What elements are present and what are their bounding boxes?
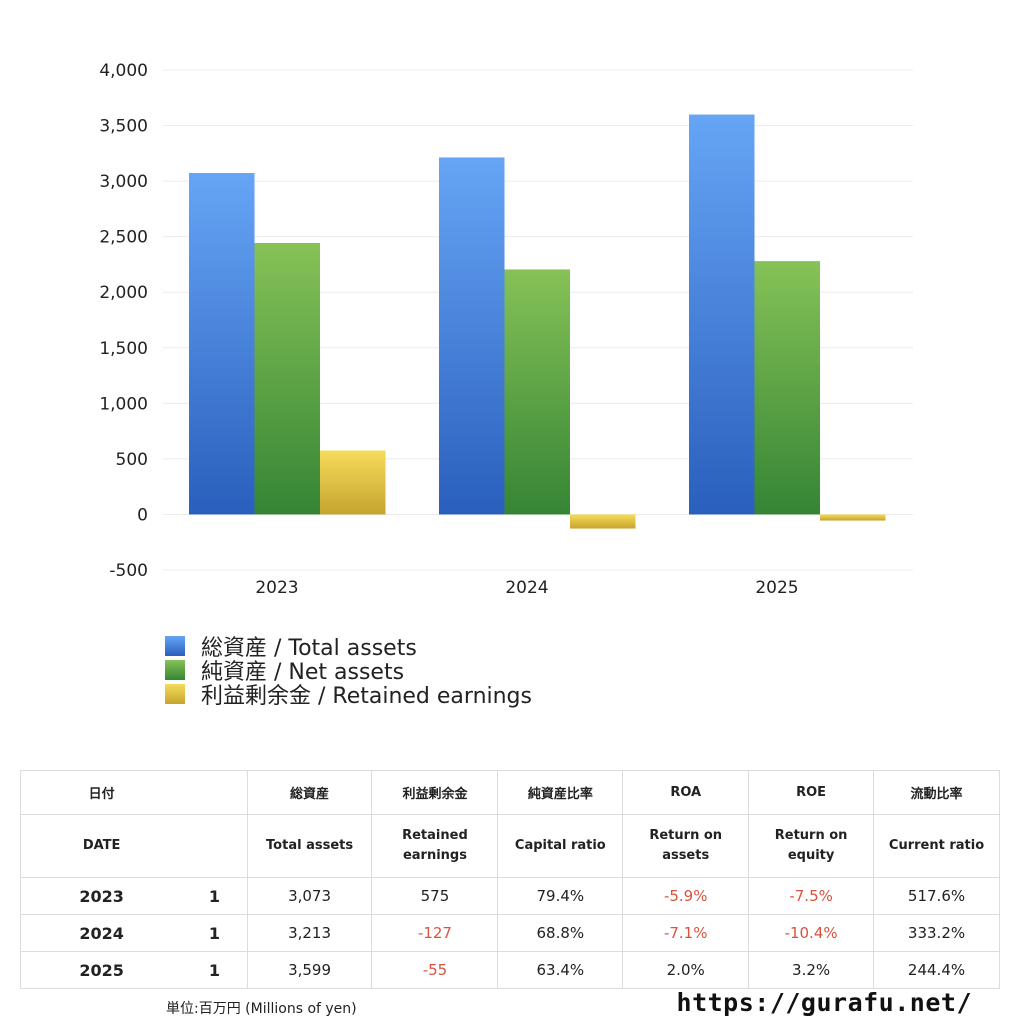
header-date-ja: 日付 <box>20 770 183 815</box>
cell-year: 2023 <box>20 877 183 915</box>
cell-year: 2025 <box>20 951 183 989</box>
x-axis-ticks: 2023 2024 2025 <box>255 578 798 598</box>
cell-month: 1 <box>182 877 248 915</box>
bar-2024-series-1 <box>504 269 570 515</box>
cell-month: 1 <box>182 951 248 989</box>
y-tick-label: 4,000 <box>99 61 148 81</box>
legend: 総資産 / Total assets 純資産 / Net assets 利益剰余… <box>165 634 532 709</box>
legend-label-retained-earnings: 利益剰余金 / Retained earnings <box>201 684 532 709</box>
bar-2024-series-2 <box>570 514 636 529</box>
header-roa-en: Return on assets <box>622 814 750 878</box>
table-header-en: DATE Total assets Retained earnings Capi… <box>20 814 1000 878</box>
bar-2025-series-1 <box>754 261 820 515</box>
table-row: 2024 1 3,213 -127 68.8% -7.1% -10.4% 333.2% <box>20 914 1000 952</box>
legend-swatch-retained-earnings <box>165 684 185 704</box>
cell-total-assets: 3,213 <box>246 914 373 952</box>
header-roa-ja: ROA <box>622 770 750 815</box>
cell-current-ratio: 333.2% <box>873 914 1000 952</box>
y-tick-label: 2,000 <box>99 283 148 303</box>
header-total-assets-ja: 総資産 <box>246 770 373 815</box>
y-tick-label: 2,500 <box>99 228 148 248</box>
y-tick-label: 1,500 <box>99 339 148 359</box>
legend-item-retained-earnings: 利益剰余金 / Retained earnings <box>165 682 532 709</box>
bar-2023-series-1 <box>254 243 320 515</box>
header-capital-ratio-en: Capital ratio <box>497 814 624 878</box>
bar-2024-series-0 <box>439 157 505 515</box>
y-tick-label: 3,000 <box>99 172 148 192</box>
legend-item-net-assets: 純資産 / Net assets <box>165 658 532 685</box>
y-tick-label: 500 <box>116 450 148 470</box>
header-blank-en <box>182 814 248 878</box>
summary-table: 日付 総資産 利益剰余金 純資産比率 ROA ROE 流動比率 DATE Tot… <box>20 770 1000 989</box>
x-tick-label: 2023 <box>255 578 298 598</box>
y-tick-label: 1,000 <box>99 394 148 414</box>
cell-current-ratio: 517.6% <box>873 877 1000 915</box>
cell-roe: -7.5% <box>748 877 875 915</box>
cell-roe: -10.4% <box>748 914 875 952</box>
cell-retained: 575 <box>371 877 499 915</box>
legend-item-total-assets: 総資産 / Total assets <box>165 634 532 661</box>
header-total-assets-en: Total assets <box>246 814 373 878</box>
cell-roa: 2.0% <box>622 951 750 989</box>
cell-year: 2024 <box>20 914 183 952</box>
legend-label-total-assets: 総資産 / Total assets <box>201 636 417 661</box>
header-retained-en: Retained earnings <box>371 814 499 878</box>
table-header-ja: 日付 総資産 利益剰余金 純資産比率 ROA ROE 流動比率 <box>20 770 1000 815</box>
bar-chart: 4,000 3,500 3,000 2,500 2,000 1,500 1,000 500 0 -… <box>99 61 913 598</box>
cell-retained: -55 <box>371 951 499 989</box>
cell-roa: -7.1% <box>622 914 750 952</box>
y-tick-label: -500 <box>109 561 148 581</box>
header-roe-en: Return on equity <box>748 814 875 878</box>
legend-swatch-net-assets <box>165 660 185 680</box>
header-current-ratio-en: Current ratio <box>873 814 1000 878</box>
cell-roa: -5.9% <box>622 877 750 915</box>
x-tick-label: 2024 <box>505 578 548 598</box>
legend-label-net-assets: 純資産 / Net assets <box>201 660 405 685</box>
cell-roe: 3.2% <box>748 951 875 989</box>
bar-2023-series-2 <box>320 450 386 515</box>
x-tick-label: 2025 <box>755 578 798 598</box>
cell-capital-ratio: 68.8% <box>497 914 624 952</box>
y-axis-ticks: 4,000 3,500 3,000 2,500 2,000 1,500 1,000 500 0 -… <box>99 61 148 581</box>
header-roe-ja: ROE <box>748 770 875 815</box>
header-blank-ja <box>182 770 248 815</box>
header-date-en: DATE <box>20 814 183 878</box>
bar-2025-series-2 <box>820 514 886 521</box>
cell-total-assets: 3,599 <box>246 951 373 989</box>
header-current-ratio-ja: 流動比率 <box>873 770 1000 815</box>
cell-capital-ratio: 79.4% <box>497 877 624 915</box>
cell-current-ratio: 244.4% <box>873 951 1000 989</box>
cell-month: 1 <box>182 914 248 952</box>
bar-2025-series-0 <box>689 114 755 515</box>
y-tick-label: 3,500 <box>99 117 148 137</box>
y-tick-label: 0 <box>137 505 148 525</box>
bars <box>189 114 886 529</box>
cell-total-assets: 3,073 <box>246 877 373 915</box>
table-row: 2025 1 3,599 -55 63.4% 2.0% 3.2% 244.4% <box>20 951 1000 989</box>
source-url: https://gurafu.net/ <box>676 988 972 1017</box>
unit-note: 単位:百万円 (Millions of yen) <box>166 1001 357 1017</box>
bar-2023-series-0 <box>189 173 255 515</box>
cell-retained: -127 <box>371 914 499 952</box>
table-row: 2023 1 3,073 575 79.4% -5.9% -7.5% 517.6% <box>20 877 1000 915</box>
legend-swatch-total-assets <box>165 636 185 656</box>
header-capital-ratio-ja: 純資産比率 <box>497 770 624 815</box>
header-retained-ja: 利益剰余金 <box>371 770 499 815</box>
cell-capital-ratio: 63.4% <box>497 951 624 989</box>
